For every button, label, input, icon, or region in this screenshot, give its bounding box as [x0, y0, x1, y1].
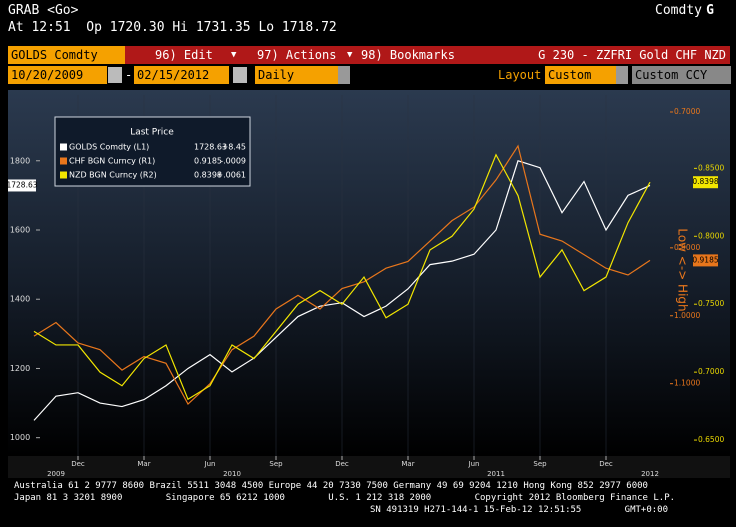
market-key: G — [706, 3, 714, 18]
page-title: G 230 - ZZFRI Gold CHF NZD — [538, 48, 726, 62]
axis-annotation: Low <-> High — [676, 228, 690, 311]
legend-last: 0.8398 — [194, 171, 222, 180]
menu-item[interactable]: 98) Bookmarks — [361, 48, 455, 62]
series-line — [33, 144, 651, 406]
y-tick-label: 0.7000 — [674, 107, 700, 116]
x-tick-label: Mar — [401, 460, 414, 468]
x-tick-label: Dec — [599, 460, 613, 468]
dropdown-arrow: ▼ — [347, 50, 353, 60]
legend-label: CHF BGN Curncy (R1) — [69, 157, 155, 166]
dropdown-arrow: ▼ — [231, 50, 237, 60]
x-tick-label: Mar — [137, 460, 150, 468]
command[interactable]: GRAB <Go> — [8, 3, 79, 18]
legend-swatch — [60, 171, 67, 179]
series-line — [33, 160, 651, 421]
end-date[interactable]: 02/15/2012 — [134, 66, 229, 84]
calendar-icon[interactable] — [233, 67, 247, 83]
x-tick-label: Dec — [335, 460, 349, 468]
menu-item[interactable]: 97) Actions — [257, 48, 337, 62]
legend-label: GOLDS Comdty (L1) — [69, 143, 149, 152]
y-tick-label: 1400 — [10, 295, 30, 304]
legend-swatch — [60, 157, 67, 165]
last-value-label: 1728.63 — [6, 180, 37, 189]
x-tick-label: Sep — [533, 460, 547, 468]
legend-change: +.0061 — [216, 171, 246, 180]
y-tick-label: 1800 — [10, 156, 30, 165]
market: Comdty — [655, 3, 702, 18]
legend-swatch — [60, 143, 67, 151]
year-label: 2012 — [641, 470, 659, 478]
last-value-label: 0.9185 — [692, 255, 718, 264]
y-tick-label: 0.6500 — [698, 435, 724, 444]
menu-bar — [125, 46, 730, 64]
y-tick-label: 1200 — [10, 364, 30, 373]
footer-line: Australia 61 2 9777 8600 Brazil 5511 304… — [14, 481, 648, 491]
y-tick-label: 1600 — [10, 226, 30, 235]
year-label: 2009 — [47, 470, 65, 478]
separator: - — [125, 68, 133, 82]
legend-label: NZD BGN Curncy (R2) — [69, 171, 157, 180]
y-tick-label: 0.9000 — [674, 243, 700, 252]
quote: At 12:51 Op 1720.30 Hi 1731.35 Lo 1718.7… — [8, 20, 337, 35]
x-tick-label: Jun — [204, 460, 216, 468]
custom-ccy-button[interactable]: Custom CCY — [632, 66, 731, 84]
series-line — [33, 153, 651, 401]
y-tick-label: 0.8500 — [698, 163, 724, 172]
last-value-tag — [693, 254, 718, 267]
x-tick-label: Jun — [468, 460, 480, 468]
menu-item[interactable]: 96) Edit — [155, 48, 213, 62]
legend-last: 0.9185 — [194, 157, 222, 166]
year-label: 2011 — [487, 470, 505, 478]
last-value-tag — [693, 176, 718, 189]
x-tick-label: Dec — [71, 460, 85, 468]
calendar-icon[interactable] — [108, 67, 122, 83]
x-axis-band — [8, 456, 730, 478]
y-tick-label: 0.8000 — [698, 231, 724, 240]
last-value-label: 0.8398 — [692, 177, 718, 186]
legend-box — [54, 116, 251, 187]
y-tick-label: 1.0000 — [674, 311, 700, 320]
y-tick-label: 0.7500 — [698, 299, 724, 308]
x-tick-label: Sep — [269, 460, 283, 468]
year-label: 2010 — [223, 470, 241, 478]
dropdown-arrow[interactable] — [338, 66, 350, 84]
layout-label: Layout — [498, 68, 542, 82]
y-tick-label: 1.1000 — [674, 379, 700, 388]
y-tick-label: 1000 — [10, 433, 30, 442]
legend-title: Last Price — [130, 128, 174, 138]
footer-line: SN 491319 H271-144-1 15-Feb-12 12:51:55 … — [370, 505, 669, 515]
y-tick-label: 0.7000 — [698, 367, 724, 376]
dropdown-arrow[interactable] — [616, 66, 628, 84]
legend-change: -.0009 — [220, 157, 246, 166]
start-date[interactable]: 10/20/2009 — [8, 66, 107, 84]
period-dropdown[interactable]: Daily — [255, 66, 340, 84]
layout-dropdown[interactable]: Custom — [545, 66, 616, 84]
legend-change: +8.45 — [221, 143, 246, 152]
footer-line: Japan 81 3 3201 8900 Singapore 65 6212 1… — [14, 493, 676, 503]
legend-last: 1728.63 — [194, 143, 227, 152]
last-value-tag — [8, 179, 36, 192]
security-field[interactable]: GOLDS Comdty — [8, 46, 125, 64]
